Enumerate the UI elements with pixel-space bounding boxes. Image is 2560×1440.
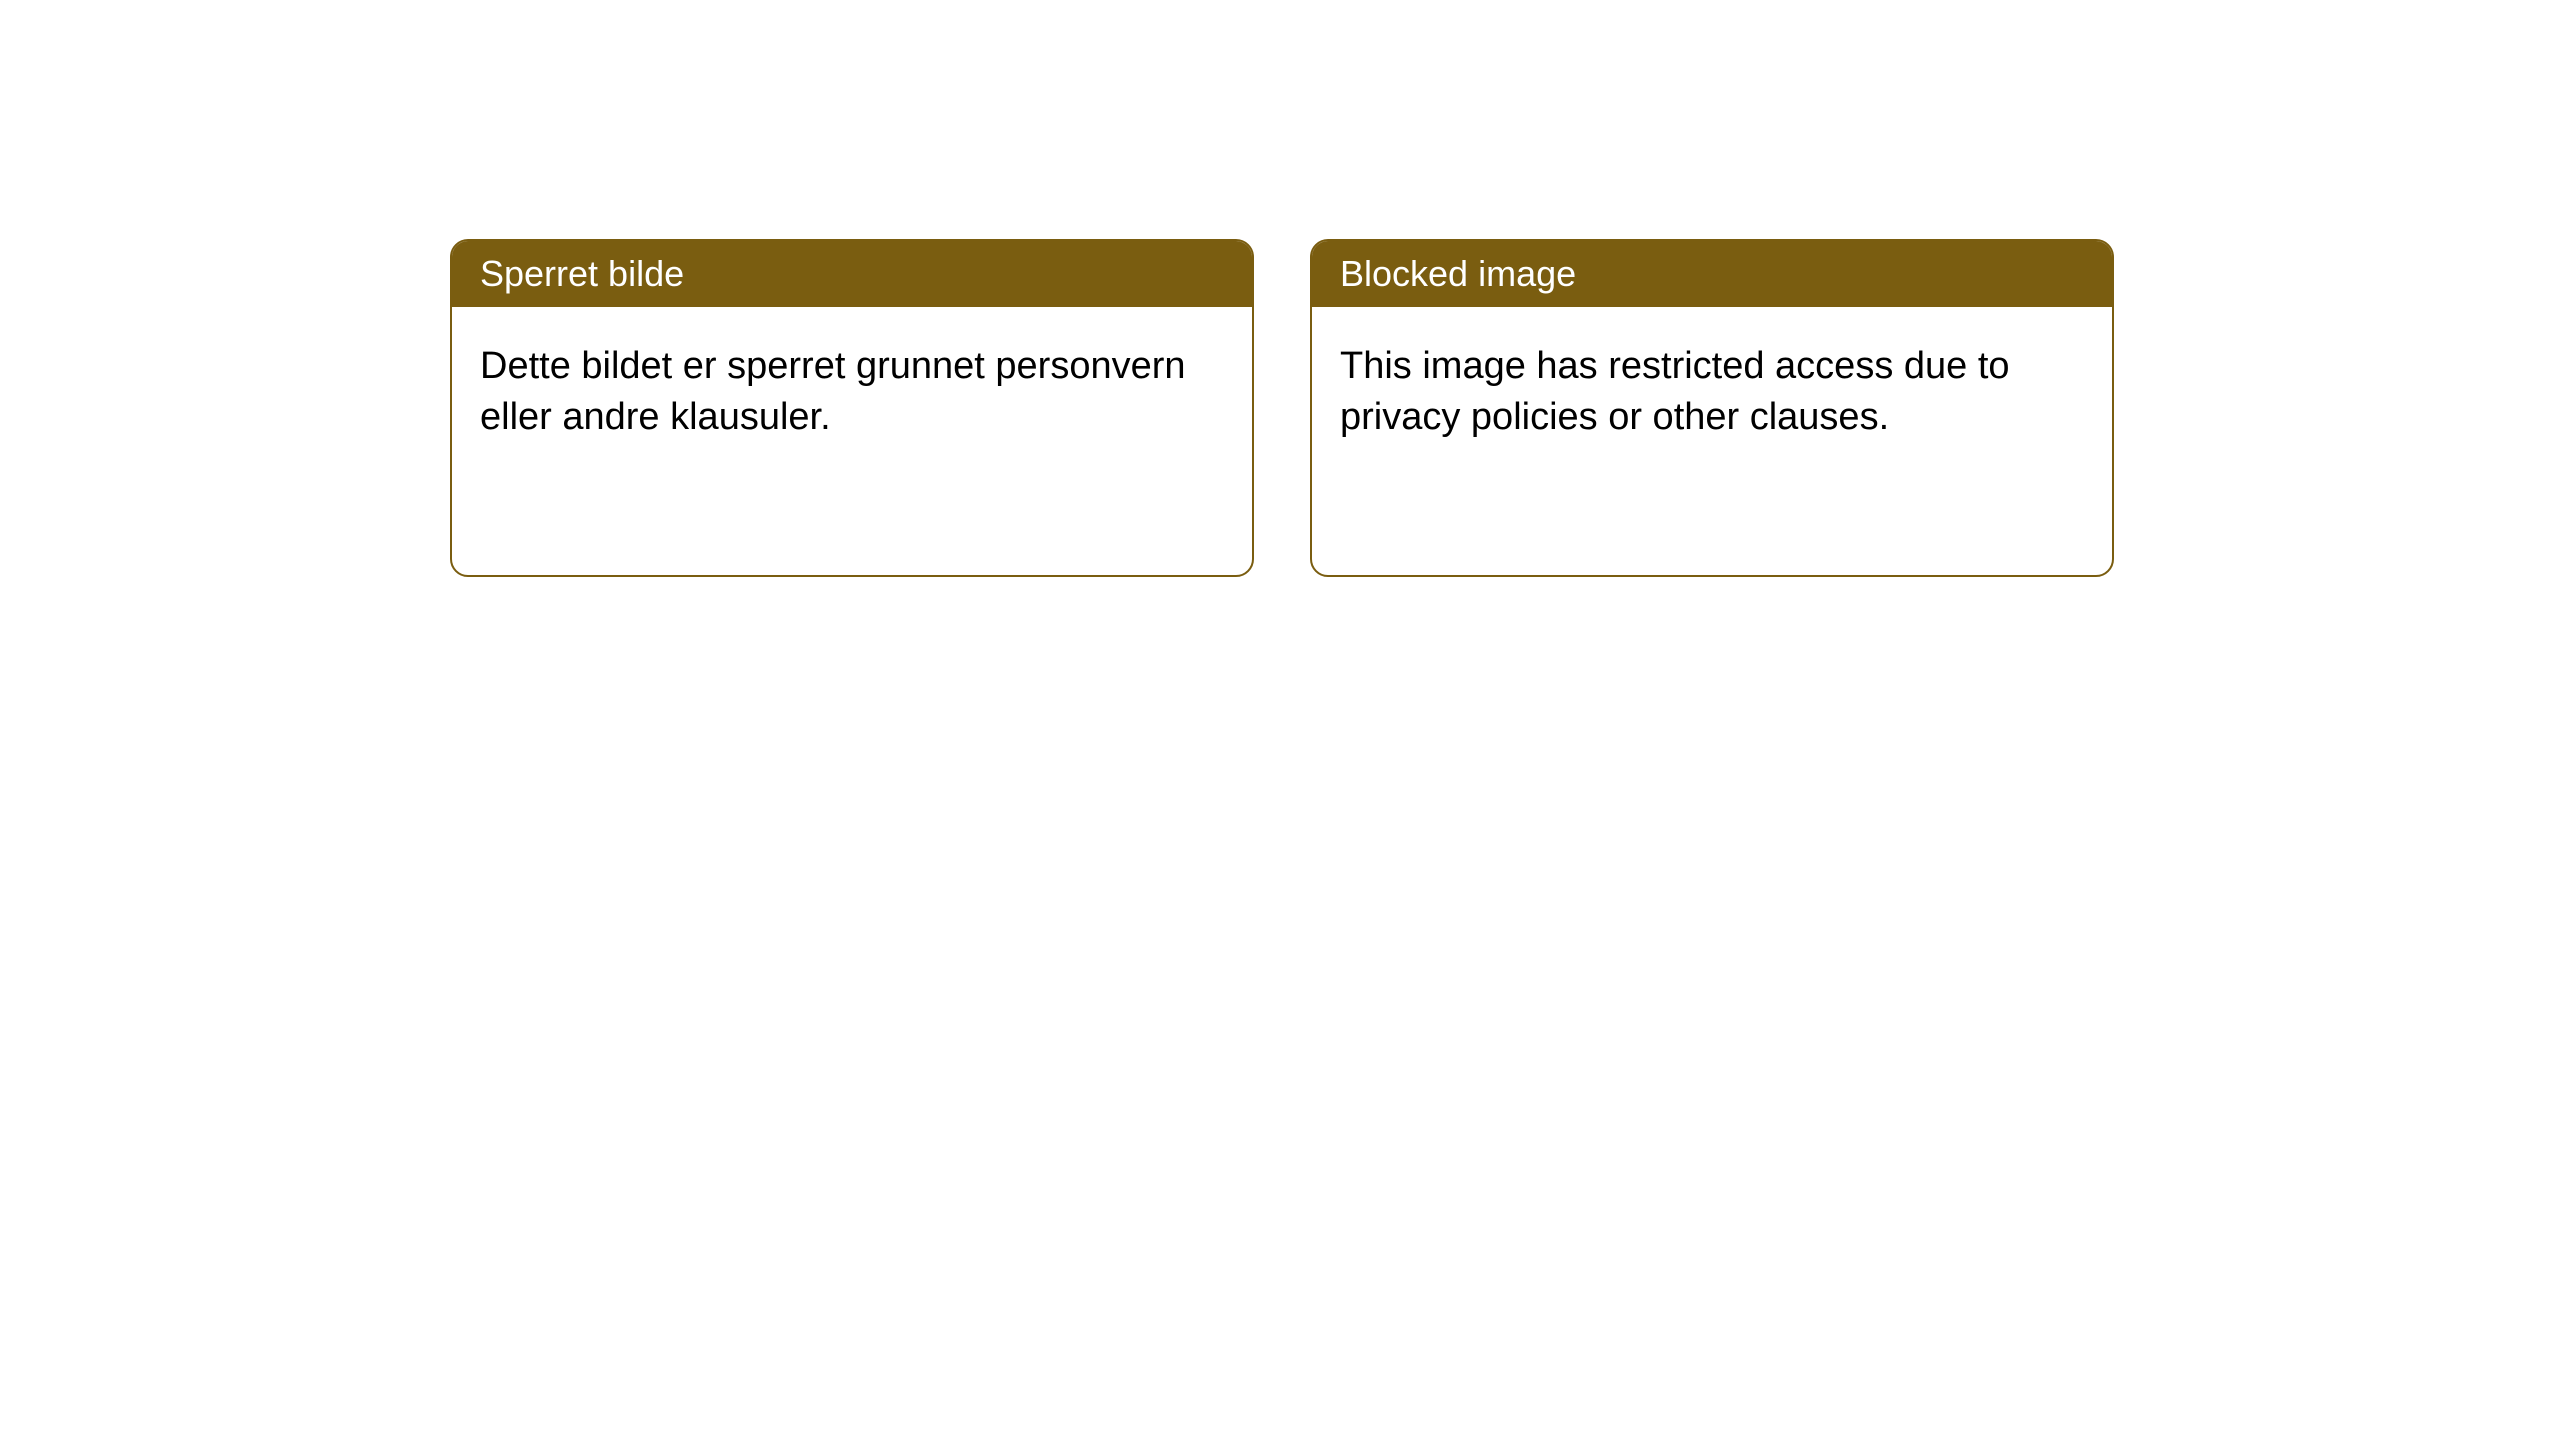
notice-body: Dette bildet er sperret grunnet personve…	[452, 307, 1252, 478]
notice-header: Blocked image	[1312, 241, 2112, 307]
notice-header: Sperret bilde	[452, 241, 1252, 307]
notice-text: Dette bildet er sperret grunnet personve…	[480, 345, 1186, 438]
notice-title: Sperret bilde	[480, 253, 684, 294]
notice-container: Sperret bilde Dette bildet er sperret gr…	[0, 0, 2560, 577]
notice-body: This image has restricted access due to …	[1312, 307, 2112, 478]
notice-card-norwegian: Sperret bilde Dette bildet er sperret gr…	[450, 239, 1254, 577]
notice-card-english: Blocked image This image has restricted …	[1310, 239, 2114, 577]
notice-title: Blocked image	[1340, 253, 1576, 294]
notice-text: This image has restricted access due to …	[1340, 345, 2010, 438]
